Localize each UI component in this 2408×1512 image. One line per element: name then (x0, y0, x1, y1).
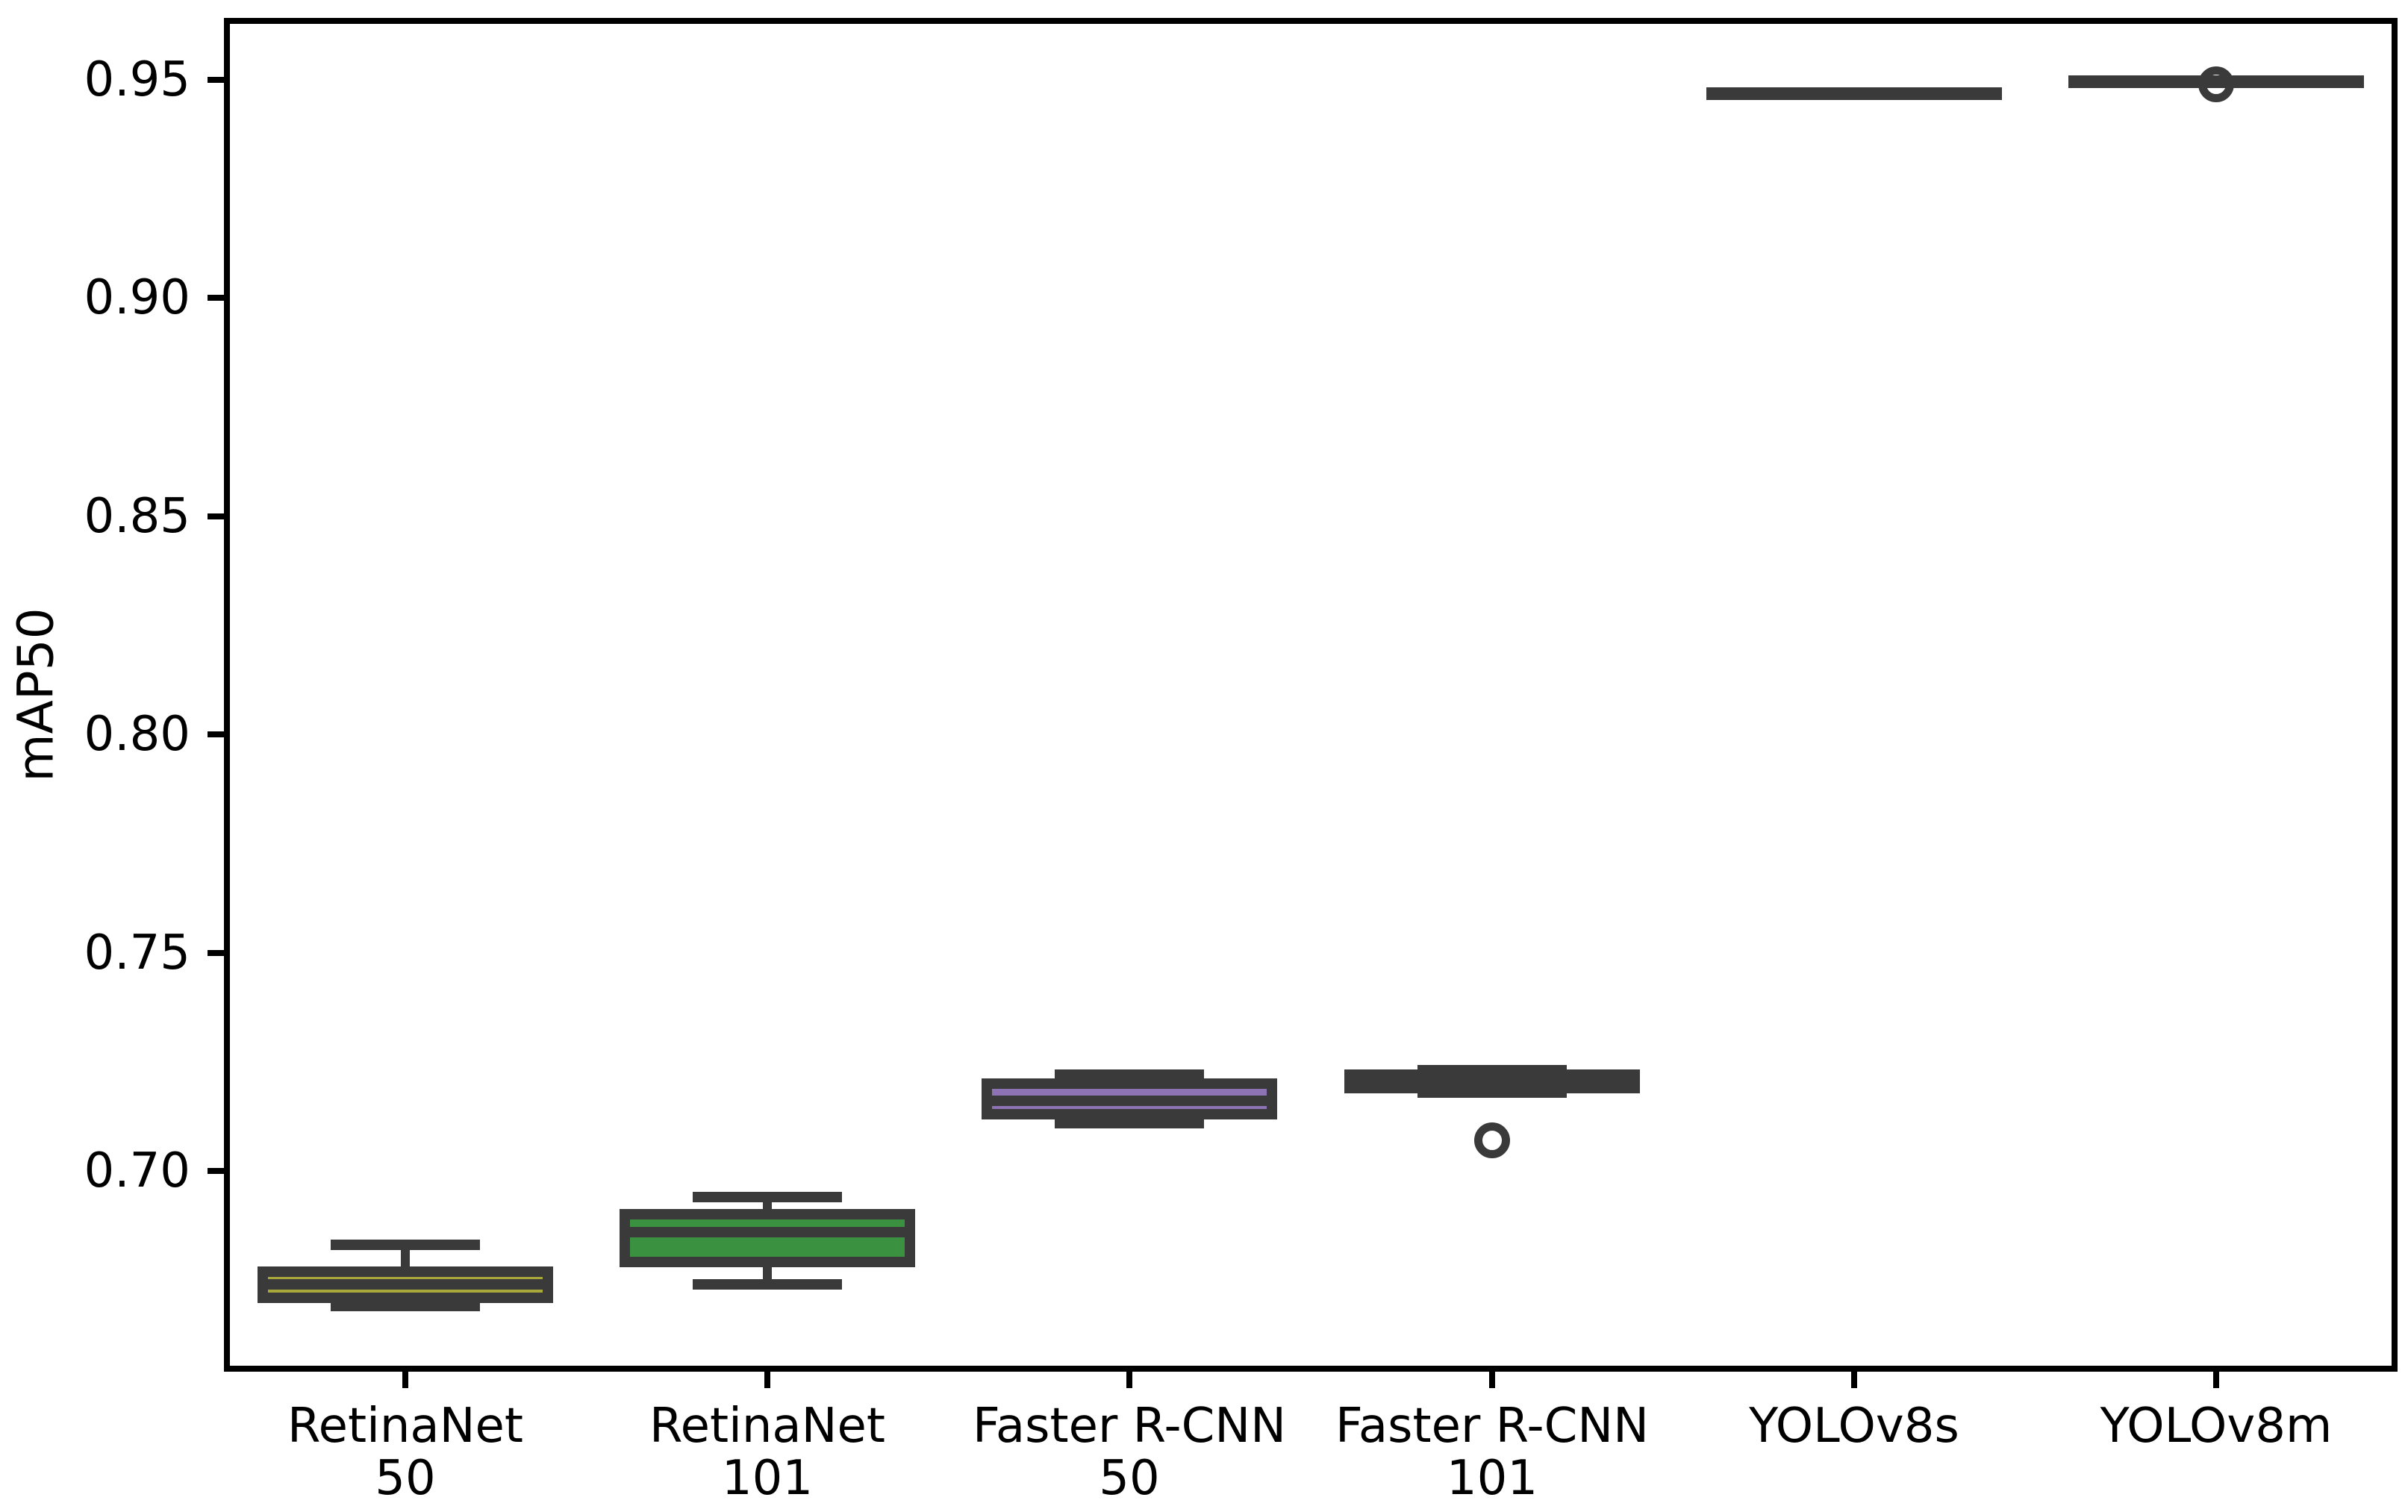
outlier-point-faster-r-cnn-101 (1474, 1122, 1510, 1158)
median-line-retinanet-50 (258, 1279, 553, 1290)
x-tick-label-yolov8s: YOLOv8s (1645, 1400, 2063, 1452)
x-tick-label-retinanet-50: RetinaNet 50 (196, 1400, 614, 1505)
whisker-cap-upper (693, 1192, 842, 1202)
x-tick-label-line: Faster R-CNN (1335, 1399, 1650, 1454)
y-tick-label: 0.70 (84, 1143, 191, 1199)
outlier-point-yolov8m (2198, 66, 2234, 102)
whisker-cap-upper (1055, 1069, 1204, 1080)
y-tick-label: 0.90 (84, 270, 191, 325)
y-tick-label: 0.80 (84, 707, 191, 762)
whisker-cap-lower (693, 1279, 842, 1290)
x-tick-label-retinanet-101: RetinaNet 101 (558, 1400, 976, 1505)
x-tick-label-faster-r-cnn-50: Faster R-CNN 50 (920, 1400, 1338, 1505)
x-tick-label-line: 101 (1446, 1451, 1538, 1506)
whisker-line-lower (763, 1263, 772, 1284)
y-tick-mark (208, 513, 224, 519)
x-tick-label-line: YOLOv8s (1749, 1399, 1959, 1454)
y-tick-mark (208, 731, 224, 737)
x-tick-label-line: 50 (375, 1451, 436, 1506)
x-tick-label-line: Faster R-CNN (972, 1399, 1287, 1454)
x-tick-mark (1489, 1372, 1495, 1388)
box-retinanet-101 (620, 1209, 915, 1267)
x-tick-label-line: YOLOv8m (2100, 1399, 2333, 1454)
x-tick-mark (2213, 1372, 2219, 1388)
median-line-faster-r-cnn-50 (982, 1096, 1277, 1106)
x-tick-label-line: 101 (721, 1451, 814, 1506)
y-tick-mark (208, 295, 224, 301)
x-tick-mark (402, 1372, 408, 1388)
y-tick-label: 0.85 (84, 489, 191, 544)
whisker-cap-lower (1055, 1118, 1204, 1128)
y-tick-mark (208, 77, 224, 83)
median-line-retinanet-101 (620, 1227, 915, 1237)
plot-frame (224, 18, 2398, 1372)
y-tick-label: 0.75 (84, 925, 191, 981)
whisker-line-upper (401, 1245, 410, 1271)
whisker-cap-upper (331, 1240, 480, 1250)
y-tick-mark (208, 1168, 224, 1174)
x-tick-label-yolov8m: YOLOv8m (2007, 1400, 2408, 1452)
whisker-cap-lower (331, 1301, 480, 1311)
x-tick-label-faster-r-cnn-101: Faster R-CNN 101 (1283, 1400, 1701, 1505)
box-yolov8s (1706, 87, 2002, 100)
x-tick-mark (1851, 1372, 1857, 1388)
x-tick-mark (1126, 1372, 1132, 1388)
x-tick-label-line: 50 (1099, 1451, 1160, 1506)
x-tick-mark (764, 1372, 770, 1388)
y-tick-mark (208, 950, 224, 956)
median-line-faster-r-cnn-101 (1344, 1074, 1640, 1084)
y-tick-label: 0.95 (84, 52, 191, 107)
x-tick-label-line: RetinaNet (287, 1399, 523, 1454)
x-tick-label-line: RetinaNet (649, 1399, 885, 1454)
